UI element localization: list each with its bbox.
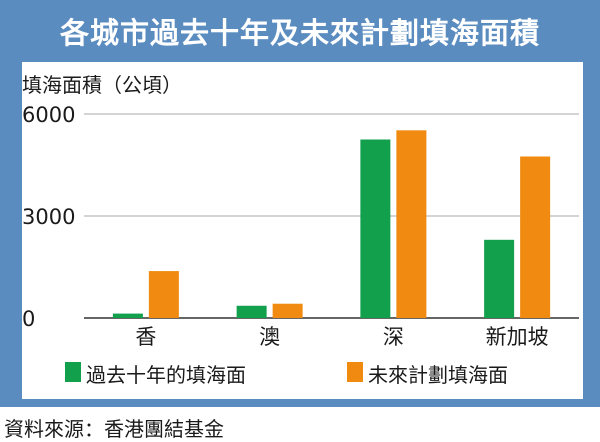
- legend-label-future: 未來計劃填海面: [368, 363, 508, 387]
- x-tick-label-0: 香: [135, 325, 156, 349]
- legend: 過去十年的填海面 未來計劃填海面: [65, 356, 575, 387]
- chart-title: 各城市過去十年及未來計劃填海面積: [59, 16, 540, 50]
- chart-panel: 各城市過去十年及未來計劃填海面積 填海面積（公頃） 0 3000 6000 香 澳 深 新加坡…: [0, 0, 600, 407]
- bar-past-1: [236, 305, 267, 318]
- y-tick-label-0: 0: [22, 307, 35, 331]
- y-tick-label-6000: 6000: [22, 103, 75, 127]
- bar-future-1: [272, 303, 303, 318]
- chart-area: 填海面積（公頃） 0 3000 6000 香 澳 深 新加坡 過去十年的填海面 未來計劃填海面: [22, 62, 583, 399]
- y-tick-label-3000: 3000: [22, 205, 75, 229]
- y-axis-label: 填海面積（公頃）: [22, 73, 182, 97]
- legend-swatch-future: [347, 362, 363, 382]
- x-tick-label-1: 澳: [259, 325, 280, 349]
- bar-past-0: [112, 313, 143, 318]
- x-tick-label-3: 新加坡: [486, 325, 549, 349]
- bar-past-3: [484, 239, 515, 318]
- bar-chart: 填海面積（公頃） 0 3000 6000 香 澳 深 新加坡: [22, 73, 579, 349]
- legend-swatch-past: [65, 362, 81, 382]
- bar-future-3: [520, 156, 551, 318]
- legend-label-past: 過去十年的填海面: [86, 363, 246, 387]
- bar-future-0: [148, 271, 179, 318]
- source-note: 資料來源：香港團結基金: [4, 417, 224, 441]
- bar-future-2: [396, 130, 427, 318]
- x-tick-label-2: 深: [383, 325, 404, 349]
- bar-past-2: [360, 139, 391, 318]
